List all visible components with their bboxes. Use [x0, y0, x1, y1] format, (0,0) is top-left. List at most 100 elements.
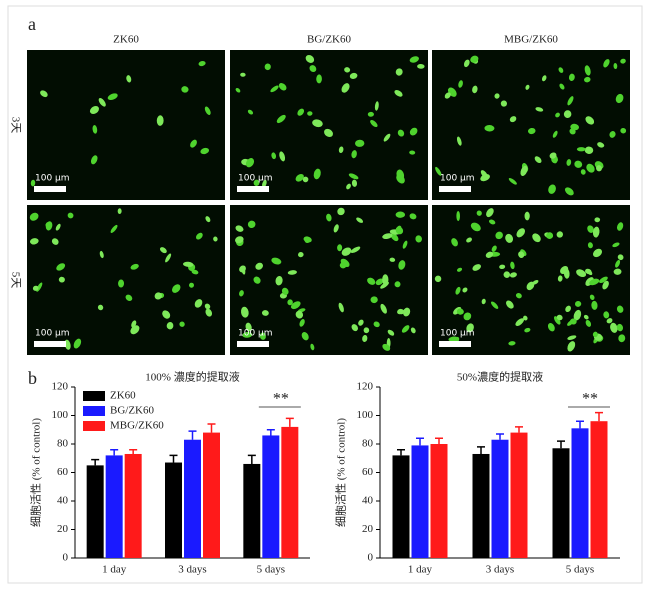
cell	[596, 165, 602, 172]
cell	[204, 303, 211, 310]
y-tick-label: 0	[63, 552, 69, 564]
cell	[64, 339, 71, 350]
cell	[613, 268, 622, 275]
bar	[590, 421, 608, 558]
cell	[573, 309, 582, 321]
error-bar	[496, 433, 504, 440]
cell	[451, 238, 458, 247]
bar	[491, 439, 509, 558]
cell	[574, 300, 582, 307]
error-bar	[477, 446, 485, 454]
cell	[456, 136, 462, 146]
cell	[89, 106, 100, 115]
cell	[396, 169, 405, 181]
column-label: ZK60	[113, 34, 139, 46]
cell	[417, 63, 425, 69]
cell	[546, 232, 554, 239]
row-label: 5天	[9, 272, 21, 289]
cell	[508, 341, 516, 346]
scale-bar-label: 100 μm	[35, 174, 70, 184]
cell	[555, 112, 560, 118]
y-axis-label: 细胞活性 (% of control)	[334, 418, 348, 527]
cell	[382, 343, 391, 351]
cell	[58, 276, 65, 283]
scale-bar-label: 100 μm	[238, 329, 273, 339]
cell	[556, 231, 564, 238]
cell	[247, 220, 256, 229]
scale-bar	[439, 341, 471, 347]
cell	[351, 150, 357, 159]
cell	[552, 130, 558, 138]
y-tick-label: 100	[52, 409, 69, 421]
cell	[568, 73, 575, 82]
cell	[589, 278, 600, 286]
cell	[395, 226, 404, 235]
cell	[580, 169, 586, 175]
cell	[125, 294, 133, 302]
cell	[338, 146, 344, 154]
cell	[409, 56, 419, 63]
cell	[398, 309, 405, 315]
annotation: **	[273, 391, 289, 408]
bar	[86, 465, 104, 558]
cell	[585, 268, 592, 275]
error-bar	[129, 448, 138, 454]
cell	[435, 166, 442, 176]
scale-bar	[34, 186, 66, 192]
cell	[535, 107, 544, 112]
cell	[165, 253, 172, 263]
column-label: BG/ZK60	[307, 34, 352, 46]
cell	[557, 275, 563, 282]
error-bar	[266, 429, 275, 436]
cell	[615, 93, 624, 104]
cell	[367, 111, 374, 117]
cell	[313, 168, 321, 180]
cell	[534, 156, 542, 164]
cell	[204, 106, 211, 116]
cell	[558, 67, 564, 73]
cell	[589, 294, 595, 300]
cell	[67, 212, 74, 219]
cell	[402, 240, 408, 249]
cell	[527, 127, 536, 135]
cell	[351, 179, 358, 187]
cell	[205, 308, 213, 317]
cell	[247, 109, 254, 115]
legend-swatch	[83, 406, 105, 416]
cell	[569, 318, 577, 325]
cell	[470, 55, 479, 63]
cell	[559, 83, 565, 90]
micrograph	[230, 50, 428, 200]
cell	[494, 93, 500, 99]
scale-bar-label: 100 μm	[440, 329, 475, 339]
scale-bar	[237, 186, 269, 192]
error-bar	[110, 448, 119, 456]
cell	[556, 314, 563, 321]
cell	[564, 187, 574, 196]
cell	[316, 74, 322, 84]
cell	[194, 299, 203, 308]
cell	[620, 58, 626, 64]
cell	[98, 97, 106, 107]
panel-label: a	[28, 14, 36, 34]
cell	[462, 287, 468, 293]
cell	[367, 277, 376, 285]
legend-label: ZK60	[110, 390, 136, 402]
cell	[592, 226, 600, 238]
cell	[560, 266, 569, 274]
y-tick-label: 0	[368, 552, 374, 564]
bar	[124, 453, 142, 558]
cell	[264, 63, 271, 71]
cell	[610, 322, 618, 333]
cell	[242, 331, 253, 338]
cell	[154, 292, 162, 300]
scale-bar-label: 100 μm	[238, 174, 273, 184]
cell	[548, 184, 556, 194]
x-tick-label: 5 days	[566, 564, 594, 576]
cell	[390, 233, 399, 242]
cell	[305, 54, 315, 63]
cell	[401, 325, 410, 333]
cell	[495, 231, 503, 240]
bar	[281, 426, 299, 558]
cell	[130, 325, 140, 335]
